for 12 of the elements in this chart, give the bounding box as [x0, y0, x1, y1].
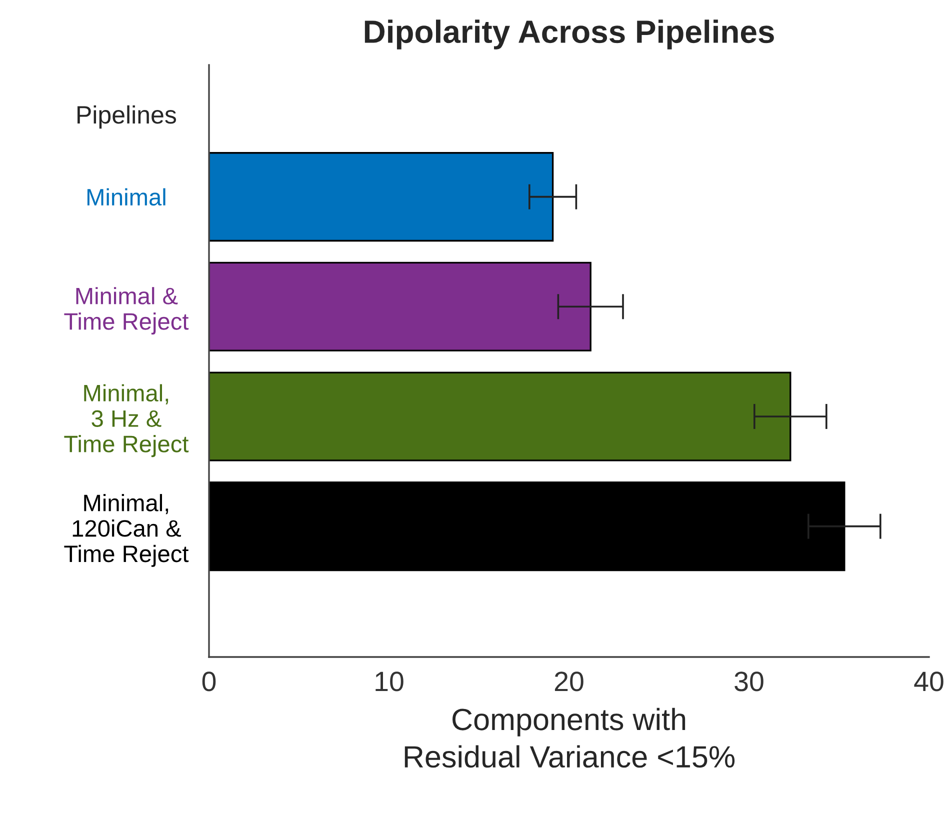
chart-title: Dipolarity Across Pipelines [364, 20, 774, 50]
y-tick-label: Minimal, 120iCan & Time Reject [64, 494, 189, 567]
x-tick-label: 20 [554, 672, 584, 692]
y-axis-title: Pipelines [78, 105, 176, 129]
y-tick-label: Minimal, 3 Hz & Time Reject [64, 384, 189, 458]
y-tick-label: Minimal & Time Reject [64, 287, 189, 335]
x-tick-label: 40 [914, 672, 944, 692]
x-tick-label: 0 [202, 672, 216, 692]
y-tick-label: Minimal [87, 188, 166, 206]
x-axis-title: Components with Residual Variance <15% [404, 708, 735, 768]
x-tick-label: 10 [376, 672, 404, 692]
x-tick-label: 30 [734, 672, 764, 692]
